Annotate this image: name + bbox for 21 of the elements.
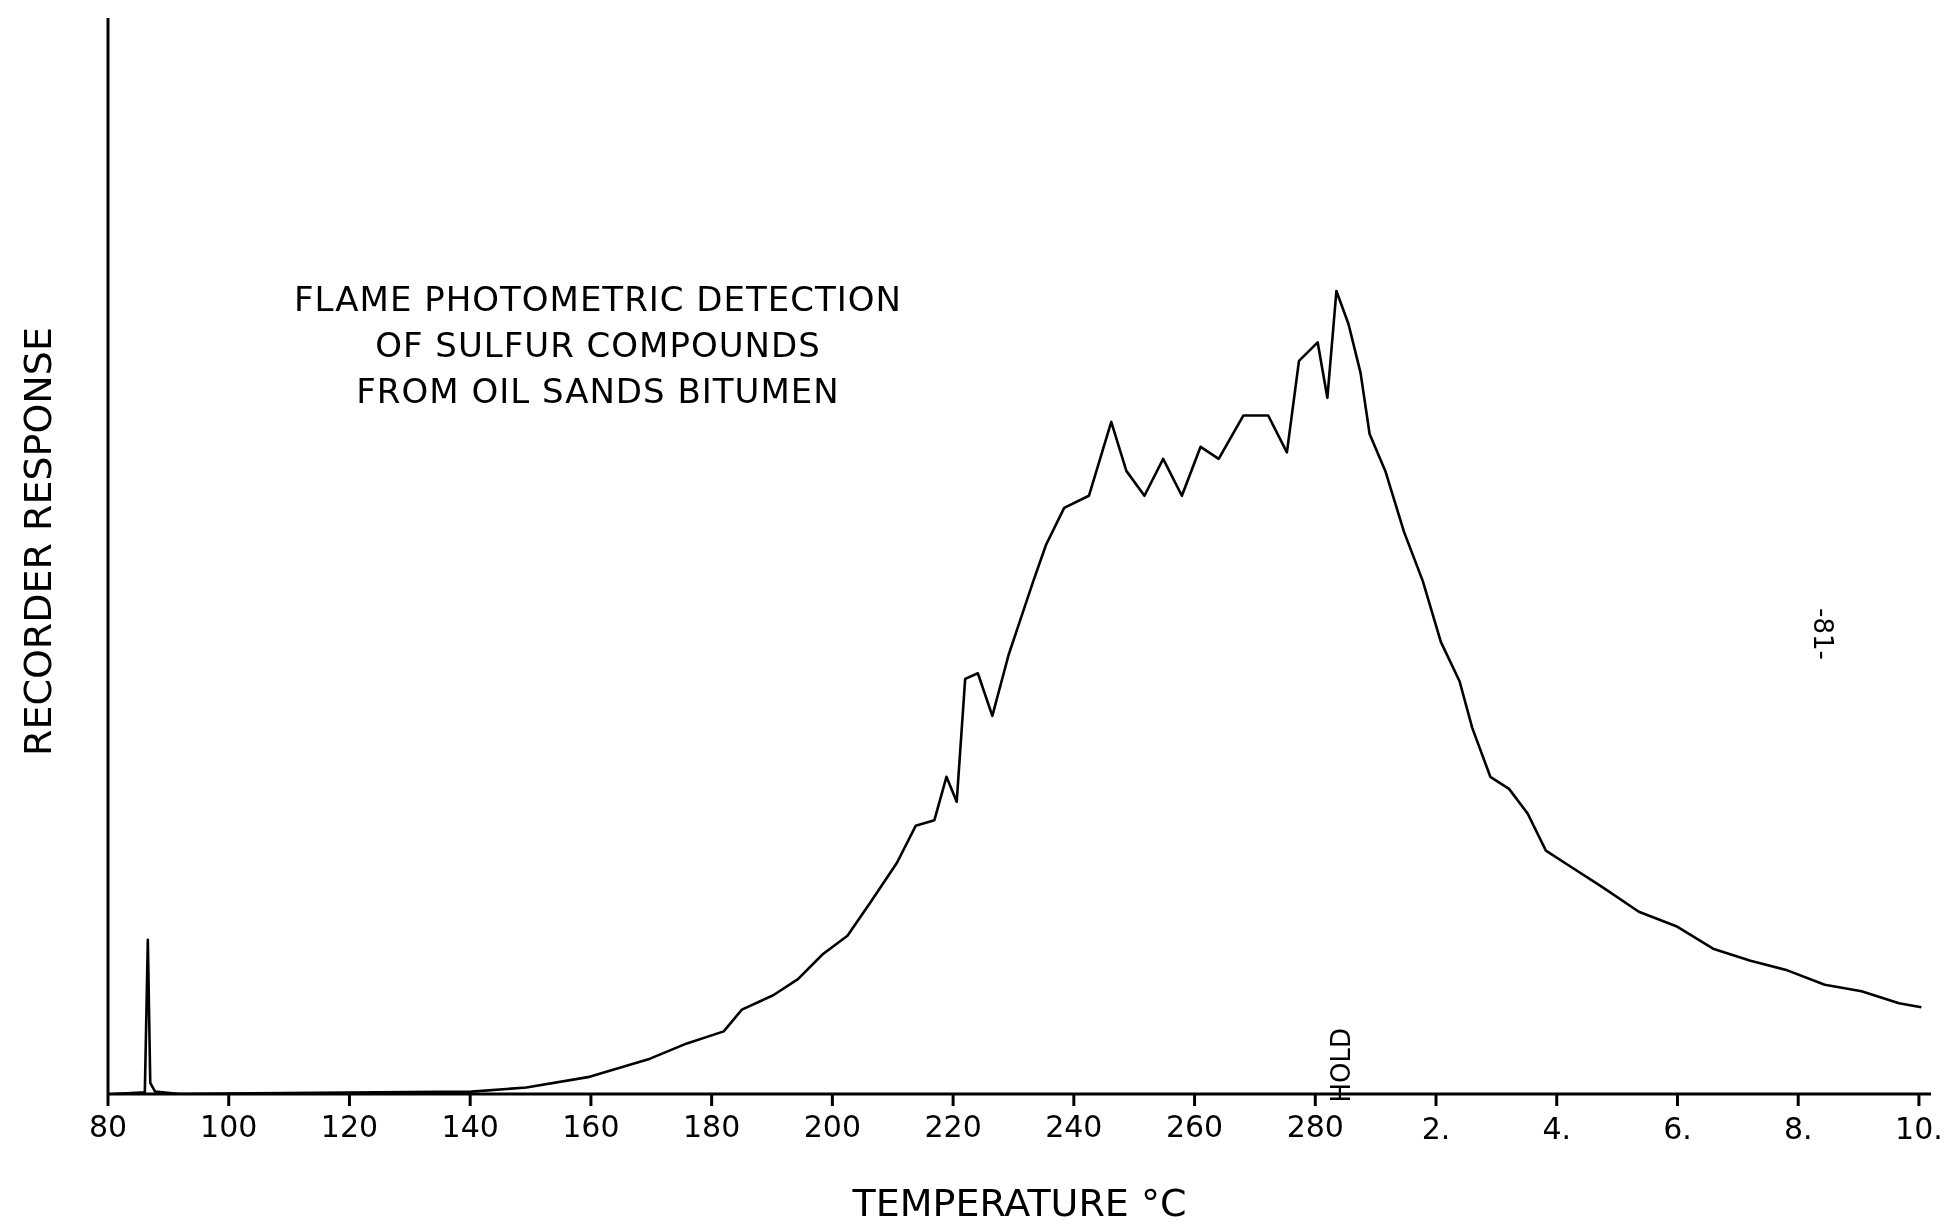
- x2-tick-label: 4.: [1542, 1111, 1572, 1147]
- x2-tick-label: 10.: [1895, 1111, 1943, 1147]
- x-tick-label: 240: [1045, 1109, 1103, 1145]
- x2-tick-label: 2.: [1421, 1111, 1451, 1147]
- annotation: HOLD: [1326, 1028, 1356, 1103]
- x-tick-label: 80: [88, 1109, 128, 1145]
- annotation: -81-: [1808, 608, 1838, 660]
- x-tick-label: 120: [320, 1109, 379, 1145]
- x-tick-label: 160: [562, 1109, 620, 1145]
- x-tick-label: 180: [683, 1109, 741, 1145]
- y-axis-title: RECORDER RESPONSE: [16, 327, 61, 756]
- x-tick-label: 200: [803, 1109, 861, 1145]
- x2-tick-label: 6.: [1663, 1111, 1692, 1147]
- x-tick-label: 280: [1286, 1109, 1344, 1145]
- text: FLAME PHOTOMETRIC DETECTION OF SULFUR COMPOUNDS FROM OIL SANDS BITUMEN: [293, 278, 903, 413]
- x2-tick-label: 8.: [1783, 1111, 1813, 1147]
- x-tick-label: 100: [200, 1109, 258, 1145]
- x-tick-label: 260: [1165, 1109, 1224, 1145]
- x-tick-label: 140: [441, 1109, 499, 1145]
- x-axis-title: TEMPERATURE °C: [851, 1181, 1187, 1225]
- x-tick-label: 220: [924, 1109, 982, 1145]
